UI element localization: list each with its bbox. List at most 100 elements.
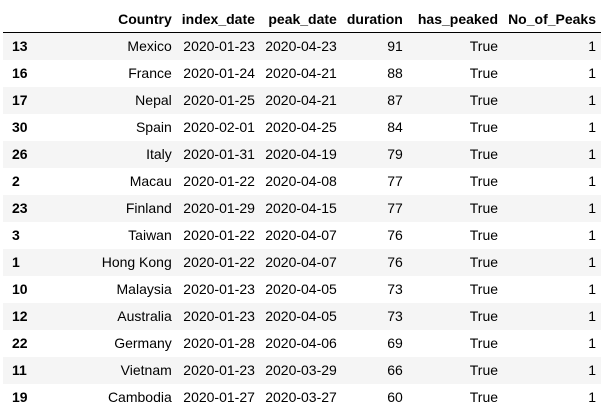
cell-no-of-peaks: 1 [588, 308, 596, 324]
cell-duration: 76 [387, 227, 403, 243]
cell-country: Nepal [135, 92, 172, 108]
cell-index-date: 2020-02-01 [183, 119, 255, 135]
header-duration: duration [341, 6, 408, 33]
row-index: 11 [12, 362, 27, 378]
cell-index-date: 2020-01-25 [183, 92, 255, 108]
header-peak-date: peak_date [259, 6, 342, 33]
cell-duration: 76 [387, 254, 403, 270]
cell-no-of-peaks: 1 [588, 119, 596, 135]
table-row: 3 Taiwan 2020-01-22 2020-04-07 76 True 1 [3, 222, 601, 249]
row-index: 22 [12, 335, 28, 351]
cell-peak-date: 2020-04-05 [265, 281, 337, 297]
cell-peak-date: 2020-04-15 [265, 200, 337, 216]
cell-has-peaked: True [469, 119, 499, 135]
cell-peak-date: 2020-04-25 [265, 119, 337, 135]
cell-no-of-peaks: 1 [588, 200, 596, 216]
table-row: 12 Australia 2020-01-23 2020-04-05 73 True 1 [3, 303, 601, 330]
row-index: 19 [12, 389, 28, 405]
cell-has-peaked: True [469, 227, 499, 243]
cell-duration: 87 [387, 92, 403, 108]
cell-duration: 79 [387, 146, 403, 162]
cell-peak-date: 2020-04-08 [265, 173, 337, 189]
row-index: 26 [12, 146, 28, 162]
cell-has-peaked: True [469, 173, 499, 189]
table-row: 16 France 2020-01-24 2020-04-21 88 True 1 [3, 60, 601, 87]
cell-duration: 88 [387, 65, 403, 81]
cell-no-of-peaks: 1 [588, 173, 596, 189]
cell-duration: 73 [387, 308, 403, 324]
cell-peak-date: 2020-04-21 [265, 92, 337, 108]
cell-has-peaked: True [469, 65, 499, 81]
table-header: Country index_date peak_date duration ha… [3, 6, 601, 33]
header-has-peaked: has_peaked [407, 6, 504, 33]
table-row: 11 Vietnam 2020-01-23 2020-03-29 66 True 1 [3, 357, 601, 384]
cell-no-of-peaks: 1 [588, 362, 596, 378]
cell-has-peaked: True [469, 389, 499, 405]
header-row: Country index_date peak_date duration ha… [3, 6, 601, 33]
cell-index-date: 2020-01-27 [183, 389, 255, 405]
cell-no-of-peaks: 1 [588, 335, 596, 351]
header-index [3, 6, 52, 33]
table-row: 13 Mexico 2020-01-23 2020-04-23 91 True 1 [3, 32, 601, 60]
cell-peak-date: 2020-04-07 [265, 227, 337, 243]
dataframe-table: Country index_date peak_date duration ha… [3, 6, 601, 411]
cell-no-of-peaks: 1 [588, 389, 596, 405]
row-index: 2 [12, 173, 20, 189]
cell-has-peaked: True [469, 38, 499, 54]
cell-country: France [128, 65, 172, 81]
cell-peak-date: 2020-03-27 [265, 389, 337, 405]
cell-peak-date: 2020-04-19 [265, 146, 337, 162]
table-row: 1 Hong Kong 2020-01-22 2020-04-07 76 True 1 [3, 249, 601, 276]
cell-peak-date: 2020-04-23 [265, 38, 337, 54]
cell-duration: 69 [387, 335, 403, 351]
cell-country: Taiwan [128, 227, 172, 243]
cell-country: Australia [117, 308, 172, 324]
cell-country: Spain [135, 119, 172, 135]
cell-index-date: 2020-01-22 [183, 173, 255, 189]
cell-peak-date: 2020-04-06 [265, 335, 337, 351]
row-index: 10 [12, 281, 28, 297]
cell-peak-date: 2020-04-07 [265, 254, 337, 270]
cell-country: Vietnam [120, 362, 172, 378]
header-country: Country [51, 6, 177, 33]
cell-no-of-peaks: 1 [588, 65, 596, 81]
row-index: 3 [12, 227, 20, 243]
cell-duration: 60 [387, 389, 403, 405]
cell-has-peaked: True [469, 362, 499, 378]
table-row: 10 Malaysia 2020-01-23 2020-04-05 73 True 1 [3, 276, 601, 303]
cell-no-of-peaks: 1 [588, 254, 596, 270]
cell-peak-date: 2020-04-05 [265, 308, 337, 324]
row-index: 23 [12, 200, 28, 216]
cell-index-date: 2020-01-22 [183, 227, 255, 243]
cell-index-date: 2020-01-23 [183, 362, 255, 378]
cell-peak-date: 2020-04-21 [265, 65, 337, 81]
cell-index-date: 2020-01-29 [183, 200, 255, 216]
cell-has-peaked: True [469, 308, 499, 324]
cell-has-peaked: True [469, 92, 499, 108]
cell-has-peaked: True [469, 146, 499, 162]
cell-has-peaked: True [469, 254, 499, 270]
table-row: 17 Nepal 2020-01-25 2020-04-21 87 True 1 [3, 87, 601, 114]
cell-duration: 91 [387, 38, 403, 54]
cell-no-of-peaks: 1 [588, 281, 596, 297]
cell-index-date: 2020-01-22 [183, 254, 255, 270]
table-row: 19 Cambodia 2020-01-27 2020-03-27 60 True 1 [3, 384, 601, 411]
cell-country: Italy [146, 146, 172, 162]
row-index: 12 [12, 308, 28, 324]
cell-no-of-peaks: 1 [588, 92, 596, 108]
cell-country: Finland [125, 200, 172, 216]
cell-country: Malaysia [116, 281, 172, 297]
cell-duration: 77 [387, 173, 403, 189]
cell-country: Germany [114, 335, 172, 351]
cell-duration: 84 [387, 119, 403, 135]
row-index: 17 [12, 92, 28, 108]
cell-index-date: 2020-01-23 [183, 308, 255, 324]
cell-duration: 66 [387, 362, 403, 378]
header-no-of-peaks: No_of_Peaks [503, 6, 601, 33]
cell-has-peaked: True [469, 281, 499, 297]
table-row: 23 Finland 2020-01-29 2020-04-15 77 True 1 [3, 195, 601, 222]
table-row: 22 Germany 2020-01-28 2020-04-06 69 True 1 [3, 330, 601, 357]
row-index: 1 [12, 254, 20, 270]
cell-country: Cambodia [107, 389, 172, 405]
cell-duration: 73 [387, 281, 403, 297]
